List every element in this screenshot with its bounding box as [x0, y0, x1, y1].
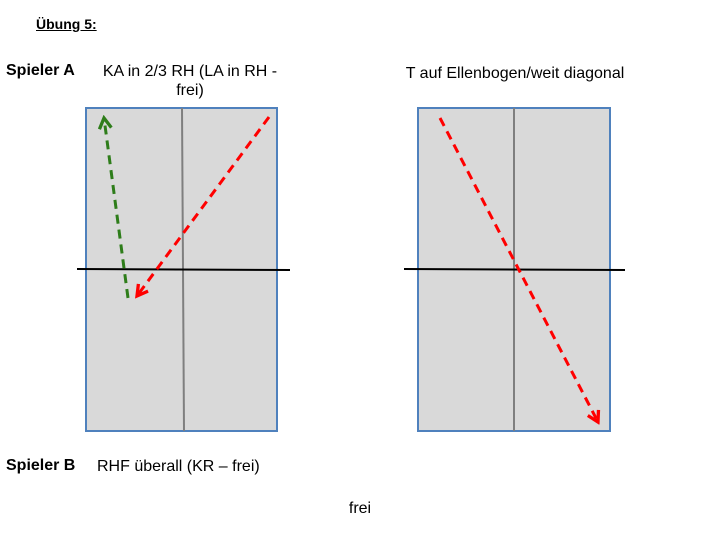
table-right-net: [403, 268, 626, 271]
spieler-a-drill-2: T auf Ellenbogen/weit diagonal: [405, 65, 625, 82]
arrow-green-return: [104, 118, 130, 299]
table-left: [76, 107, 291, 432]
arrow-red-diagonal-right: [438, 117, 598, 422]
arrow-red-diagonal-left: [137, 116, 271, 296]
spieler-a-drill-1: KA in 2/3 RH (LA in RH - frei): [102, 63, 278, 99]
bottom-note: frei: [348, 500, 372, 517]
table-left-net: [76, 268, 291, 271]
spieler-b-label: Spieler B: [6, 457, 76, 474]
exercise-title: Übung 5:: [36, 16, 97, 32]
spieler-b-description: RHF überall (KR – frei): [97, 458, 260, 475]
spieler-a-label: Spieler A: [6, 62, 75, 79]
table-right: [403, 107, 626, 432]
